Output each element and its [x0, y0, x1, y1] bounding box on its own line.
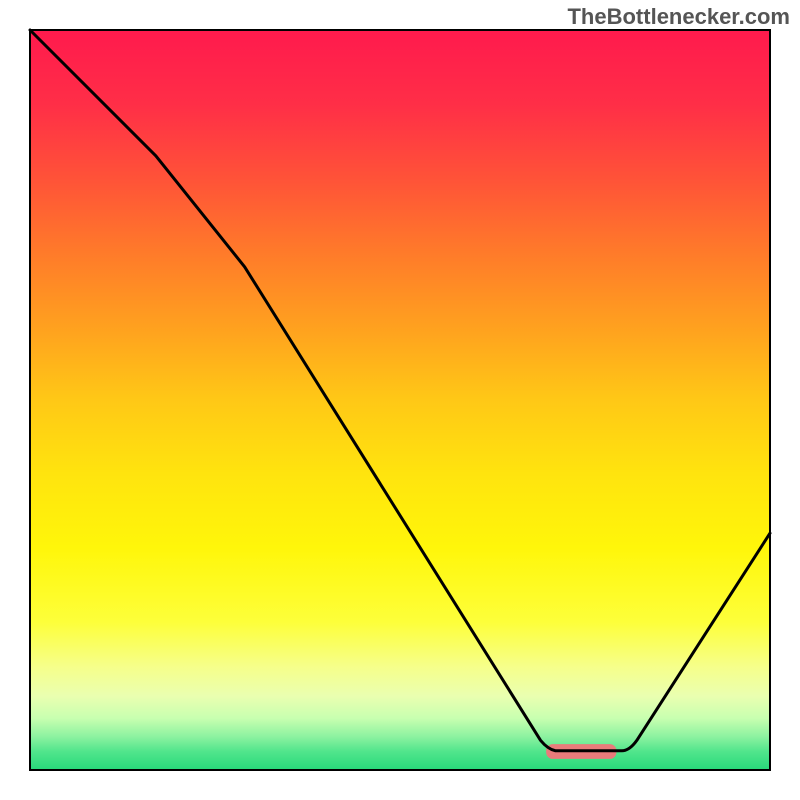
watermark-label: TheBottlenecker.com — [567, 4, 790, 30]
bottleneck-chart — [0, 0, 800, 800]
